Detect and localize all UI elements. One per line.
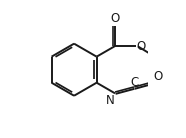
Text: N: N: [106, 94, 115, 107]
Text: O: O: [154, 70, 163, 83]
Text: C: C: [131, 76, 139, 89]
Text: O: O: [110, 12, 120, 25]
Text: O: O: [137, 40, 146, 53]
